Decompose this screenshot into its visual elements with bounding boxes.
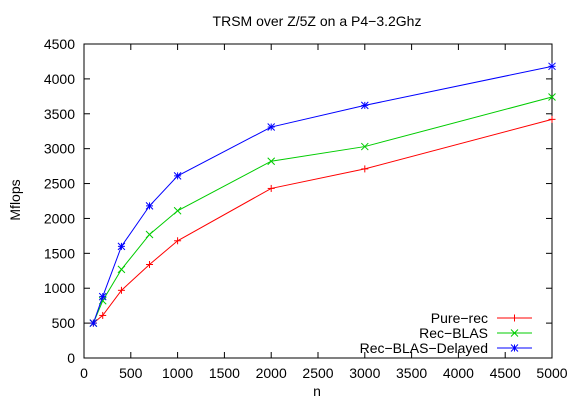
data-point xyxy=(89,319,98,327)
legend-marker xyxy=(510,344,519,352)
y-tick-label: 500 xyxy=(52,315,76,331)
data-point xyxy=(117,242,126,251)
series-1 xyxy=(89,93,556,327)
series-line xyxy=(93,118,553,324)
data-point xyxy=(267,184,275,192)
data-point xyxy=(145,202,154,210)
y-tick-label: 1500 xyxy=(44,245,75,261)
data-point xyxy=(267,157,276,166)
data-point xyxy=(267,123,276,131)
data-point xyxy=(361,165,369,173)
data-point xyxy=(173,206,182,215)
data-point xyxy=(360,142,369,151)
y-tick-label: 3000 xyxy=(44,141,75,157)
x-tick-label: 5000 xyxy=(536,365,567,381)
x-tick-label: 2500 xyxy=(302,365,333,381)
data-point xyxy=(548,93,556,101)
data-point xyxy=(360,101,369,110)
y-tick-label: 3500 xyxy=(44,106,75,122)
x-tick-label: 1500 xyxy=(209,365,240,381)
series-0 xyxy=(89,115,556,327)
data-point xyxy=(173,172,182,180)
y-tick-label: 0 xyxy=(67,350,75,366)
y-tick-label: 2500 xyxy=(44,176,75,192)
x-tick-label: 2000 xyxy=(256,365,287,381)
x-tick-label: 0 xyxy=(80,365,88,381)
x-tick-label: 3000 xyxy=(349,365,380,381)
x-tick-label: 500 xyxy=(119,365,143,381)
legend-marker xyxy=(510,329,519,337)
legend-label: Rec−BLAS xyxy=(419,325,488,341)
data-point xyxy=(548,62,556,71)
data-point xyxy=(174,237,182,245)
legend-label: Rec−BLAS−Delayed xyxy=(360,340,488,356)
x-tick-label: 3500 xyxy=(396,365,427,381)
y-tick-label: 2000 xyxy=(44,210,75,226)
y-tick-label: 1000 xyxy=(44,280,75,296)
series-2 xyxy=(89,62,556,327)
data-point xyxy=(117,286,125,294)
x-axis-label: n xyxy=(313,383,321,399)
legend-label: Pure−rec xyxy=(431,310,488,326)
data-point xyxy=(117,265,126,274)
data-point xyxy=(548,115,556,123)
y-axis-label: Mflops xyxy=(7,179,23,220)
x-tick-label: 4500 xyxy=(490,365,521,381)
x-tick-label: 4000 xyxy=(443,365,474,381)
y-tick-label: 4500 xyxy=(44,36,75,52)
y-tick-label: 4000 xyxy=(44,71,75,87)
data-point xyxy=(145,230,154,239)
series-line xyxy=(92,65,553,324)
data-point xyxy=(98,292,107,301)
chart-title: TRSM over Z/5Z on a P4−3.2Ghz xyxy=(213,13,422,29)
series-line xyxy=(92,96,553,324)
x-tick-label: 1000 xyxy=(162,365,193,381)
legend-marker xyxy=(511,314,518,322)
data-point xyxy=(146,260,154,268)
series-group xyxy=(89,62,556,327)
axis-ticks: 0 500 1000 1500 2000 2500 3000 3500 4000 4500 5000… xyxy=(44,36,568,381)
data-point xyxy=(99,311,107,319)
